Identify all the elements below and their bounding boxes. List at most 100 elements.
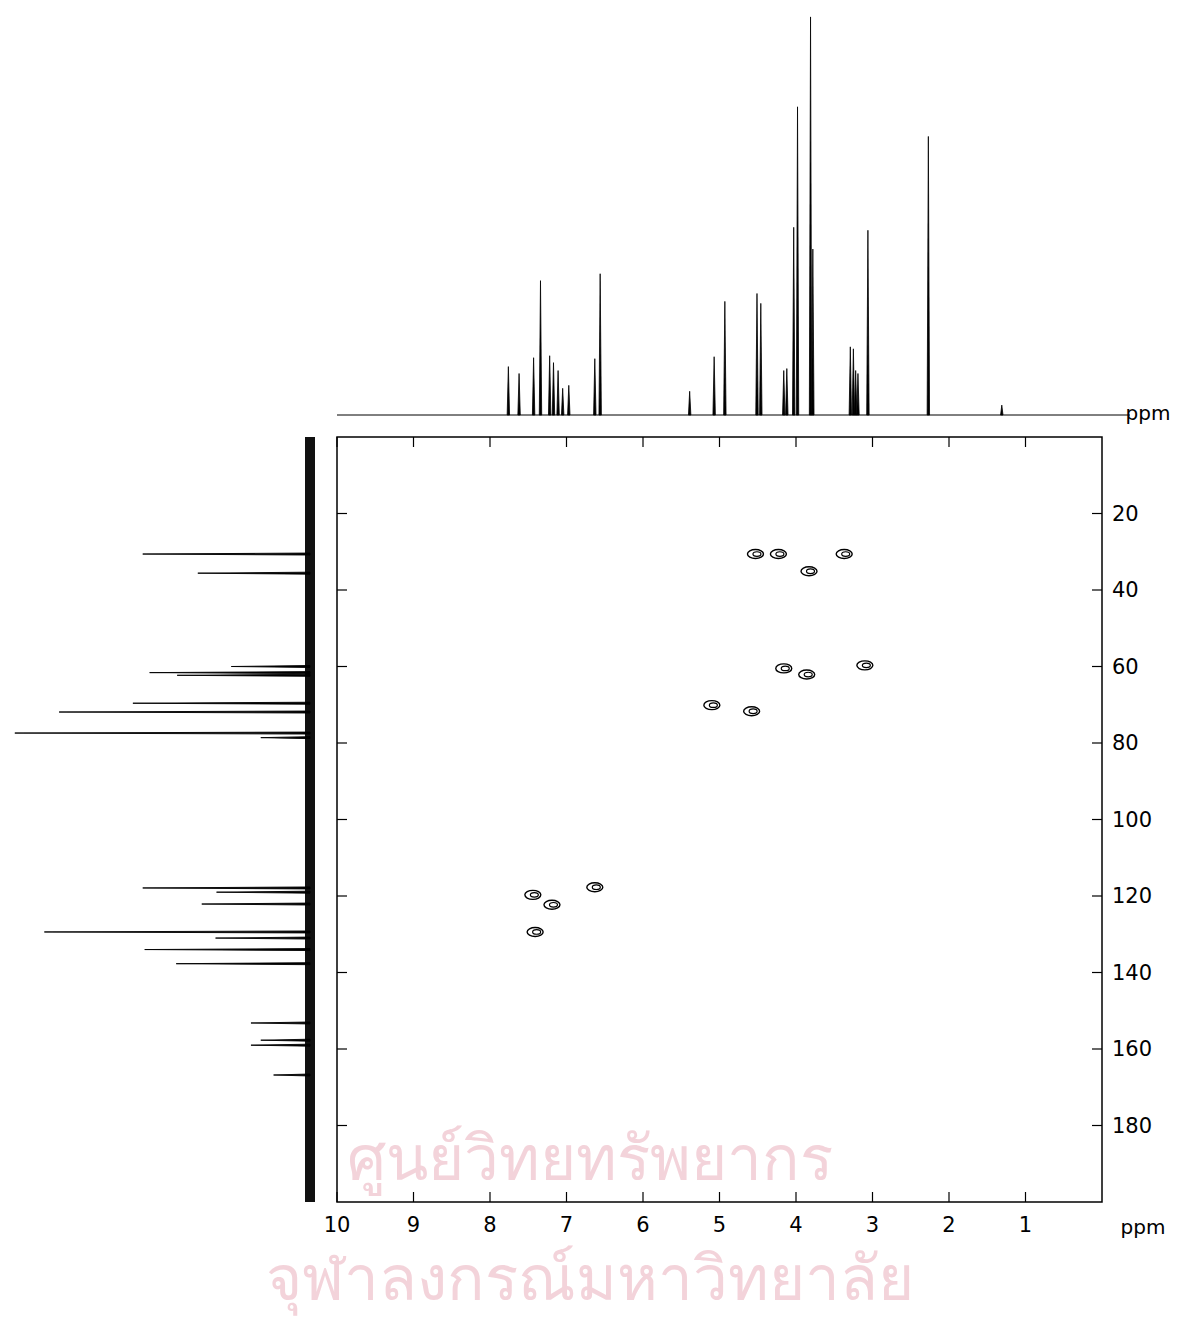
x-tick-label: 7 [560, 1213, 573, 1237]
chart: ศูนย์วิทยทรัพยากรจุฬาลงกรณ์มหาวิทยาลัย10… [0, 0, 1183, 1327]
x-tick-label: 5 [713, 1213, 726, 1237]
cross-peak [587, 883, 603, 892]
y-tick [1092, 742, 1102, 743]
x-axis-title: ppm [1121, 1215, 1166, 1239]
x-tick [872, 1192, 873, 1202]
h-baseline [337, 415, 1130, 416]
watermark: ศูนย์วิทยทรัพยากร [347, 1122, 833, 1196]
c-peak [15, 732, 310, 734]
x-tick [795, 1192, 796, 1202]
c-peak [143, 887, 310, 889]
contour [709, 703, 717, 708]
h-peak [518, 374, 520, 415]
cross-peak [801, 567, 817, 576]
y-tick-label: 80 [1112, 731, 1139, 755]
y-tick-label: 160 [1112, 1037, 1152, 1061]
y-tick [337, 972, 347, 973]
h-peak [927, 136, 929, 415]
c-peak [202, 903, 310, 905]
y-tick [337, 1048, 347, 1049]
c-peak [143, 553, 310, 555]
c-peak [217, 891, 310, 893]
x-tick [642, 437, 643, 447]
cross-peak [776, 664, 792, 673]
h-peak [532, 358, 534, 415]
h-peak [867, 230, 869, 415]
contour [781, 666, 789, 671]
x-tick [489, 437, 490, 447]
h-peak [756, 294, 758, 416]
x-tick [566, 437, 567, 447]
contour [776, 552, 784, 557]
contour [753, 552, 761, 557]
x-tick-label: 10 [324, 1213, 351, 1237]
x-tick [413, 1192, 414, 1202]
x-tick-label: 1 [1019, 1213, 1032, 1237]
y-tick-label: 20 [1112, 502, 1139, 526]
h-peak [688, 391, 690, 415]
x-tick [1025, 1192, 1026, 1202]
x-tick [489, 1192, 490, 1202]
contour [776, 664, 792, 673]
contour [749, 709, 757, 714]
h-peak [796, 107, 798, 415]
contour [770, 550, 786, 559]
x-tick [1025, 437, 1026, 447]
contour [533, 930, 541, 935]
h-peak [507, 367, 509, 415]
c-peak [251, 1044, 310, 1046]
y-tick [337, 589, 347, 590]
h-peak [599, 274, 601, 415]
contour [857, 661, 873, 670]
c-peak [261, 1039, 310, 1041]
c-peak [216, 937, 310, 939]
y-tick [337, 742, 347, 743]
contour [530, 893, 538, 898]
h-peak [724, 301, 726, 415]
contour [592, 885, 600, 890]
c-peak [176, 963, 310, 965]
x-tick [719, 437, 720, 447]
x-tick-label: 6 [636, 1213, 649, 1237]
y-tick-label: 60 [1112, 655, 1139, 679]
contour [801, 567, 817, 576]
y-tick-label: 120 [1112, 884, 1152, 908]
c-peak [133, 702, 310, 704]
h-peak [852, 349, 854, 415]
c-peak [274, 1074, 310, 1076]
h-peak [857, 374, 859, 415]
h-peak [539, 281, 541, 415]
h-peak [557, 371, 559, 415]
y-tick [1092, 895, 1102, 896]
y-tick [337, 666, 347, 667]
y-tick [1092, 589, 1102, 590]
x-tick-label: 4 [789, 1213, 802, 1237]
contour [862, 663, 870, 668]
h-peak [760, 303, 762, 415]
c-peak [150, 672, 310, 674]
contour [525, 890, 541, 899]
c-peak [231, 666, 310, 668]
contour [747, 550, 763, 559]
h-peak [793, 227, 795, 415]
y-tick-label: 100 [1112, 808, 1152, 832]
cross-peak [525, 890, 541, 899]
h-peak [594, 359, 596, 415]
y-tick-label: 180 [1112, 1114, 1152, 1138]
h-peak [809, 17, 811, 415]
cross-peak [770, 550, 786, 559]
contour [744, 707, 760, 716]
x-tick-label: 9 [407, 1213, 420, 1237]
c-peak [177, 674, 310, 676]
y-tick [1092, 819, 1102, 820]
x-tick [413, 437, 414, 447]
contour [842, 552, 850, 557]
y-tick-label: 140 [1112, 961, 1152, 985]
y-tick [1092, 972, 1102, 973]
cross-peak [704, 701, 720, 710]
y-axis-title: ppm [1126, 401, 1171, 425]
c-peak [44, 931, 310, 933]
x-tick-label: 2 [942, 1213, 955, 1237]
h-peak [812, 249, 814, 415]
h-peak [561, 388, 563, 415]
